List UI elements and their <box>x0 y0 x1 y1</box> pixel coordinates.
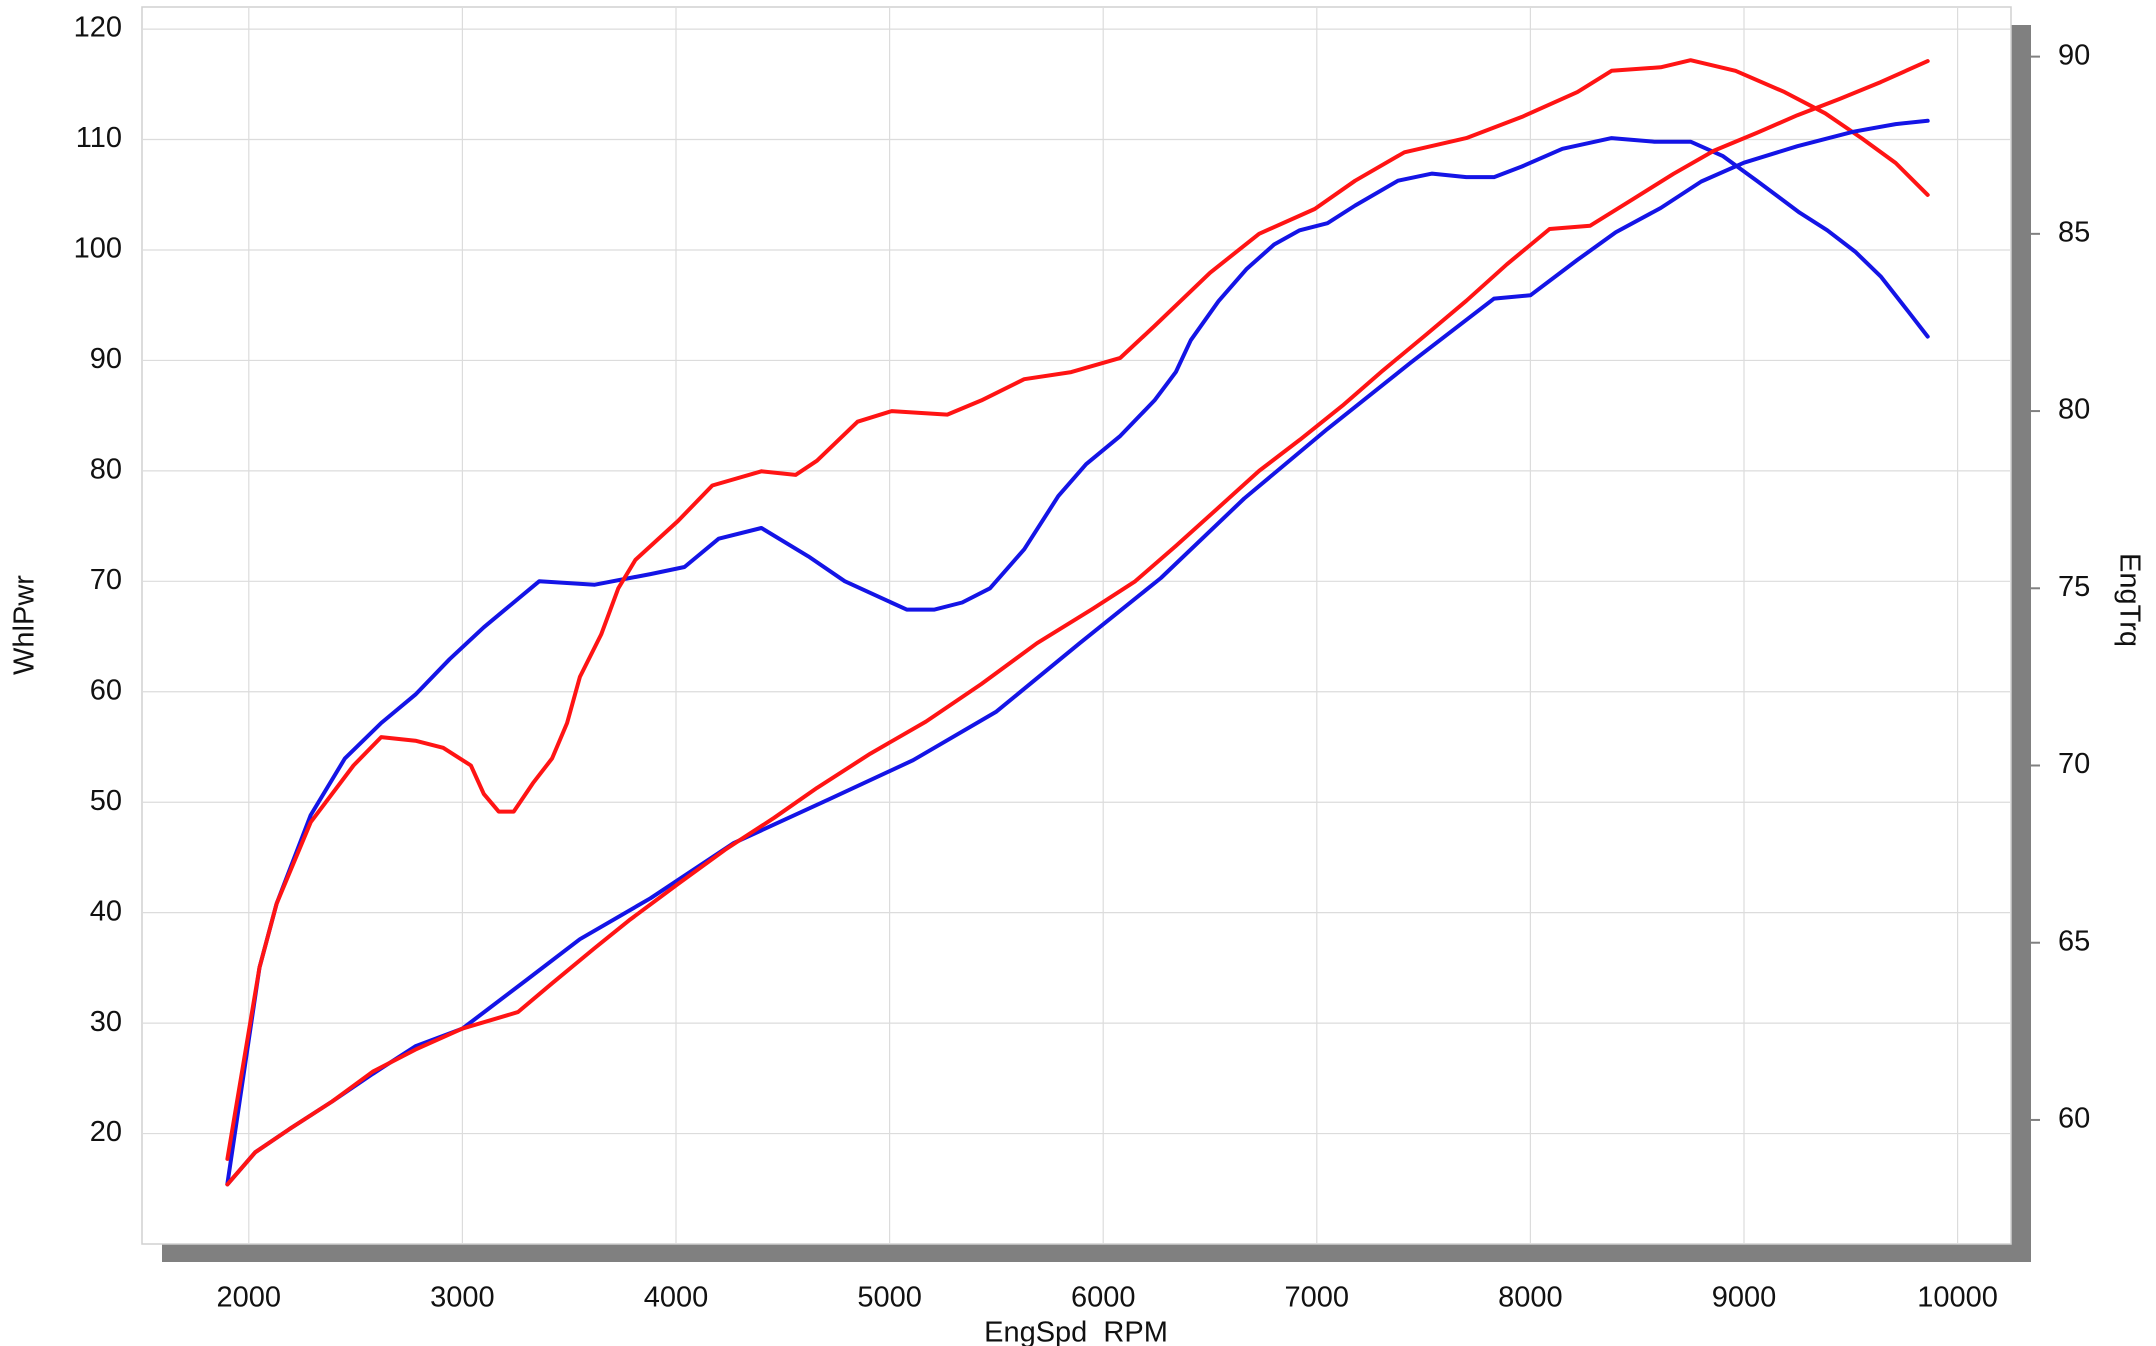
plot-area <box>141 6 2012 1245</box>
y-tick-label: 100 <box>74 233 122 265</box>
y-tick-label: 20 <box>90 1116 122 1148</box>
y2-tick-label: 80 <box>2058 394 2090 426</box>
x-tick-label: 8000 <box>1498 1282 1563 1314</box>
y-tick-label: 80 <box>90 454 122 486</box>
y2-tick-label: 85 <box>2058 216 2090 248</box>
x-tick-label: 4000 <box>644 1282 709 1314</box>
y2-tick-label: 60 <box>2058 1103 2090 1135</box>
x-tick-label: 2000 <box>217 1282 282 1314</box>
data-line <box>225 58 1930 1161</box>
x-tick-label: 7000 <box>1285 1282 1350 1314</box>
y2-tick-label: 65 <box>2058 925 2090 957</box>
shadow-bottom <box>162 1244 2031 1262</box>
x-tick-label: 6000 <box>1071 1282 1136 1314</box>
data-line <box>225 118 1930 1187</box>
data-line <box>225 136 1930 1186</box>
y2-axis-title: EngTrq <box>2113 553 2145 647</box>
y-axis-title: WhlPwr <box>9 575 41 675</box>
y2-tick-label: 90 <box>2058 39 2090 71</box>
x-tick-label: 9000 <box>1712 1282 1777 1314</box>
x-tick-label: 10000 <box>1917 1282 1998 1314</box>
shadow-right <box>2011 25 2031 1262</box>
x-axis-title: EngSpd RPM <box>984 1317 1168 1346</box>
y-tick-label: 110 <box>76 122 122 154</box>
y2-tick-label: 75 <box>2058 571 2090 603</box>
y-tick-label: 60 <box>90 674 122 706</box>
y2-tick-label: 70 <box>2058 748 2090 780</box>
y-tick-label: 50 <box>90 785 122 817</box>
y-tick-label: 90 <box>90 343 122 375</box>
y-tick-label: 30 <box>90 1006 122 1038</box>
y-tick-label: 70 <box>90 564 122 596</box>
y-tick-label: 40 <box>90 895 122 927</box>
x-tick-label: 3000 <box>430 1282 495 1314</box>
x-tick-label: 5000 <box>857 1282 922 1314</box>
y-tick-label: 120 <box>74 12 122 44</box>
data-line <box>225 59 1930 1187</box>
